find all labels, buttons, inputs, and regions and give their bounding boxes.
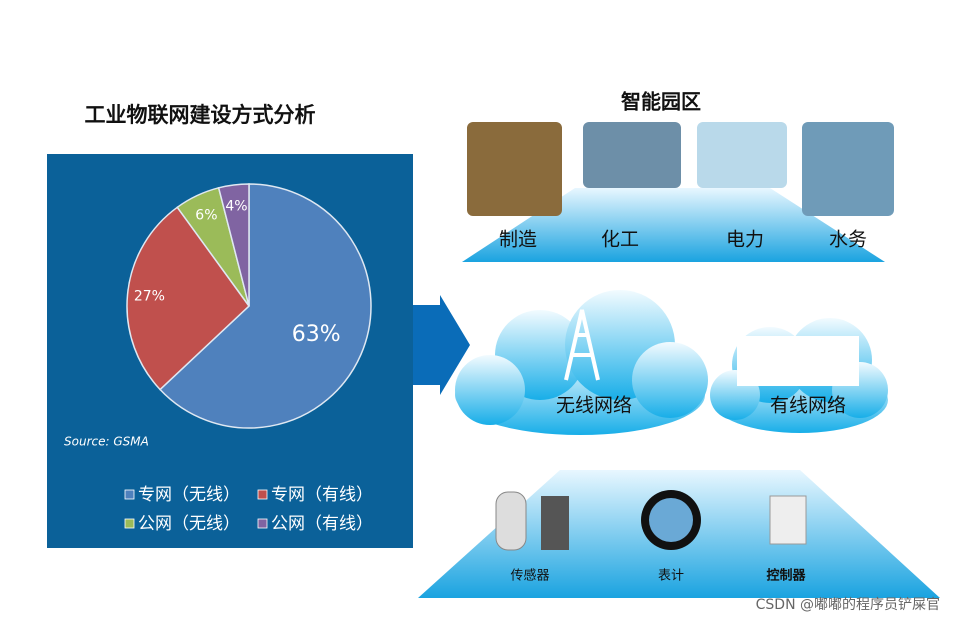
power-image: [697, 122, 787, 188]
legend: 专网（无线） 专网（有线） 公网（无线） 公网（有线）: [124, 485, 373, 534]
data-label: 6%: [195, 207, 217, 223]
park-item: 化工: [601, 229, 639, 251]
legend-swatch: [124, 518, 135, 529]
legend-swatch: [257, 489, 268, 500]
data-label: 63%: [292, 322, 341, 347]
park-item: 制造: [499, 229, 537, 251]
legend-swatch: [124, 489, 135, 500]
pie-slice: [126, 206, 250, 391]
pie: 63% 27% 6% 4%: [126, 183, 372, 429]
legend-label: 专网（有线）: [271, 485, 373, 505]
chemical-image: [583, 122, 681, 188]
data-label: 27%: [134, 289, 165, 305]
park-title: 智能园区: [621, 90, 701, 114]
tower: [564, 309, 600, 381]
legend-label: 专网（无线）: [138, 485, 240, 505]
meter-image: [649, 498, 693, 542]
sensor-image: [541, 496, 569, 550]
device-label: 控制器: [766, 568, 806, 584]
device-label: 表计: [658, 569, 684, 584]
wireless-cloud: [455, 290, 708, 435]
legend-swatch: [257, 518, 268, 529]
network-label: 有线网络: [770, 395, 846, 417]
arrow: [413, 295, 470, 395]
legend-label: 公网（有线）: [271, 514, 373, 534]
watermark: CSDN @嘟嘟的程序员铲屎官: [756, 597, 940, 613]
factory-image: [467, 122, 562, 216]
pie-slice: [159, 183, 372, 429]
controller-image: [769, 495, 807, 545]
data-label: 4%: [225, 199, 247, 215]
pie-slice: [217, 183, 250, 307]
park-platform: [462, 188, 885, 262]
legend-label: 公网（无线）: [138, 514, 240, 534]
network-label: 无线网络: [556, 395, 632, 417]
chart-title: 工业物联网建设方式分析: [85, 103, 316, 127]
blank-box: [737, 336, 859, 386]
park-item: 电力: [726, 229, 764, 251]
park-item: 水务: [829, 229, 867, 251]
water-image: [802, 122, 894, 216]
device-label: 传感器: [510, 568, 549, 584]
sensor-image: [495, 491, 527, 551]
source-note: Source: GSMA: [64, 435, 149, 449]
